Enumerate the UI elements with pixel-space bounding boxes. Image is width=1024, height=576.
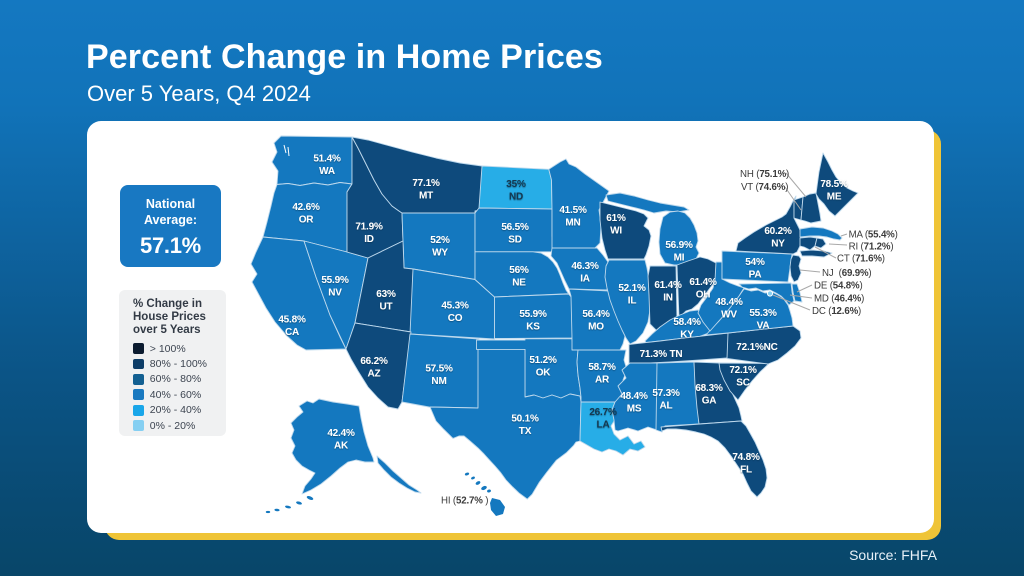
svg-text:77.1%MT: 77.1% MT <box>412 178 440 202</box>
svg-text:63%UT: 63% UT <box>376 289 396 313</box>
svg-text:DE (54.8%): DE (54.8%) <box>814 281 863 292</box>
svg-text:55.9%NV: 55.9% NV <box>321 275 349 299</box>
svg-text:35%ND: 35% ND <box>506 179 526 203</box>
svg-text:56%NE: 56% NE <box>509 265 529 289</box>
svg-text:MD (46.4%): MD (46.4%) <box>814 294 864 305</box>
svg-text:61%WI: 61% WI <box>606 213 626 237</box>
svg-text:46.3%IA: 46.3% IA <box>571 261 599 285</box>
svg-text:41.5%MN: 41.5% MN <box>559 205 587 229</box>
svg-text:52%WY: 52% WY <box>430 235 450 259</box>
svg-text:CT (71.6%): CT (71.6%) <box>837 254 885 265</box>
svg-text:42.4%AK: 42.4% AK <box>327 428 355 452</box>
svg-text:61.4%OH: 61.4% OH <box>689 277 717 301</box>
svg-text:71.3% TN: 71.3% TN <box>640 349 683 360</box>
svg-text:74.8%FL: 74.8% FL <box>732 452 760 476</box>
svg-text:66.2%AZ: 66.2% AZ <box>360 356 388 380</box>
svg-text:45.8%CA: 45.8% CA <box>278 315 306 339</box>
svg-text:RI (71.2%): RI (71.2%) <box>849 242 894 253</box>
svg-text:42.6%OR: 42.6% OR <box>292 202 320 226</box>
svg-text:58.7%AR: 58.7% AR <box>588 362 616 386</box>
svg-text:MA (55.4%): MA (55.4%) <box>849 230 898 241</box>
svg-text:56.4%MO: 56.4% MO <box>582 309 610 333</box>
svg-text:52.1%IL: 52.1% IL <box>618 283 646 307</box>
svg-text:72.1%SC: 72.1% SC <box>729 365 757 389</box>
svg-text:55.9%KS: 55.9% KS <box>519 309 547 333</box>
svg-text:NH (75.1%): NH (75.1%) <box>740 169 789 180</box>
svg-text:57.5%NM: 57.5% NM <box>425 364 453 388</box>
svg-text:HI (52.7% ): HI (52.7% ) <box>441 496 488 507</box>
svg-text:50.1%TX: 50.1% TX <box>511 414 539 438</box>
svg-text:56.5%SD: 56.5% SD <box>501 222 529 246</box>
svg-text:VT (74.6%): VT (74.6%) <box>741 182 788 193</box>
svg-text:61.4%IN: 61.4% IN <box>654 280 682 304</box>
svg-text:NJ (69.9%): NJ (69.9%) <box>822 268 872 279</box>
svg-text:51.4%WA: 51.4% WA <box>313 154 341 178</box>
svg-text:72.1%NC: 72.1%NC <box>736 342 777 353</box>
svg-text:54%PA: 54% PA <box>745 257 765 281</box>
svg-text:57.3%AL: 57.3% AL <box>652 388 680 412</box>
svg-text:71.9%ID: 71.9% ID <box>355 222 383 246</box>
svg-text:48.4%MS: 48.4% MS <box>620 391 648 415</box>
svg-text:68.3%GA: 68.3% GA <box>695 383 723 407</box>
svg-text:78.5%ME: 78.5% ME <box>820 179 848 203</box>
svg-text:60.2%NY: 60.2% NY <box>764 226 792 250</box>
svg-text:48.4%WV: 48.4% WV <box>715 297 743 321</box>
svg-text:55.3%VA: 55.3% VA <box>749 308 777 332</box>
svg-text:26.7%LA: 26.7% LA <box>589 407 617 431</box>
svg-text:45.3%CO: 45.3% CO <box>441 301 469 325</box>
svg-text:51.2%OK: 51.2% OK <box>529 355 557 379</box>
svg-text:58.4%KY: 58.4% KY <box>673 317 701 341</box>
svg-text:DC (12.6%): DC (12.6%) <box>812 306 861 317</box>
svg-text:56.9%MI: 56.9% MI <box>665 240 693 264</box>
